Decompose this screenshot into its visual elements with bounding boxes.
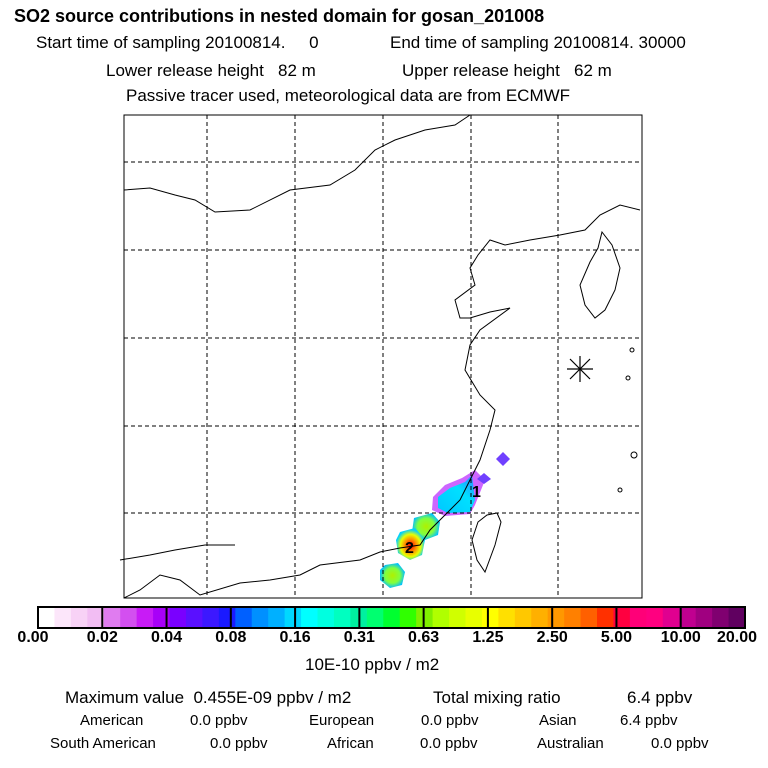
region-name: American [80,712,144,729]
colorbar-tick-label: 0.02 [86,629,118,646]
region-name: Australian [537,735,604,752]
max-value: Maximum value 0.455E-09 ppbv / m2 [65,688,352,707]
colorbar-tick-label: 0.63 [408,629,440,646]
colorbar [37,606,746,629]
colorbar-swatch [695,607,713,628]
lower-height: Lower release height 82 m [106,61,316,80]
map-frame [123,114,643,599]
colorbar-swatch [251,607,269,628]
region-name: African [327,735,374,752]
colorbar-tick-label: 0.04 [150,629,183,646]
region-name: South American [50,735,156,752]
colorbar-swatch [646,607,664,628]
colorbar-swatch [317,607,335,628]
region-value: 0.0 ppbv [210,735,268,752]
colorbar-swatch [399,607,417,628]
colorbar-swatch [383,607,401,628]
colorbar-swatch [432,607,450,628]
colorbar-swatch [728,607,746,628]
region-value: 0.0 ppbv [190,712,248,729]
region-value: 6.4 ppbv [620,712,678,729]
colorbar-swatch [301,607,319,628]
colorbar-swatch [662,607,680,628]
colorbar-swatch [613,607,631,628]
region-name: Asian [539,712,577,729]
colorbar-swatch [465,607,483,628]
colorbar-swatch [449,607,466,628]
tracer-note: Passive tracer used, meteorological data… [126,86,571,105]
colorbar-swatch [481,607,499,628]
colorbar-swatch [629,607,647,628]
colorbar-swatch [218,607,236,628]
colorbar-tick-label: 0.16 [279,629,311,646]
colorbar-tick-label: 2.50 [536,629,568,646]
colorbar-swatch [498,607,516,628]
colorbar-unit: 10E-10 ppbv / m2 [305,655,440,674]
colorbar-swatch [514,607,532,628]
colorbar-swatch [120,607,138,628]
colorbar-swatch [712,607,730,628]
colorbar-frame [37,606,746,629]
map-label-1: 1 [472,484,481,501]
colorbar-swatch [531,607,549,628]
colorbar-swatch [366,607,384,628]
colorbar-swatch [54,607,72,628]
colorbar-swatch [136,607,154,628]
colorbar-tick-label: 0.08 [215,629,247,646]
colorbar-swatch [70,607,88,628]
figure-title: SO2 source contributions in nested domai… [14,6,545,26]
colorbar-tick-label: 10.00 [660,629,701,646]
upper-height: Upper release height 62 m [402,61,612,80]
colorbar-swatch [547,607,565,628]
colorbar-tick-label: 0.31 [343,629,375,646]
colorbar-swatch [564,607,582,628]
colorbar-swatch [185,607,203,628]
colorbar-swatch [38,607,55,628]
colorbar-swatch [87,607,105,628]
colorbar-tick-label: 20.00 [716,629,758,646]
end-time: End time of sampling 20100814. 30000 [390,33,686,52]
colorbar-tick-label: 0.00 [17,629,49,646]
colorbar-swatch [580,607,598,628]
colorbar-tick-label: 1.25 [472,629,504,646]
concentration-plume [380,452,510,588]
region-name: European [309,712,375,729]
region-value: 0.0 ppbv [651,735,709,752]
region-value: 0.0 ppbv [420,735,478,752]
colorbar-swatch [103,607,121,628]
colorbar-swatch [679,607,697,628]
colorbar-swatch [333,607,351,628]
total-label: Total mixing ratio [433,688,561,707]
start-time: Start time of sampling 20100814. 0 [36,33,319,52]
asterisk-icon [567,356,593,382]
colorbar-tick-label: 5.00 [600,629,633,646]
colorbar-swatch [597,607,614,628]
grid-lines [124,115,642,598]
total-value: 6.4 ppbv [627,688,693,707]
colorbar-swatch [284,607,302,628]
colorbar-swatch [169,607,187,628]
colorbar-swatch [202,607,220,628]
colorbar-swatch [268,607,286,628]
map-label-2: 2 [405,540,414,557]
coastlines [119,114,641,599]
colorbar-swatch [235,607,253,628]
region-value: 0.0 ppbv [421,712,479,729]
